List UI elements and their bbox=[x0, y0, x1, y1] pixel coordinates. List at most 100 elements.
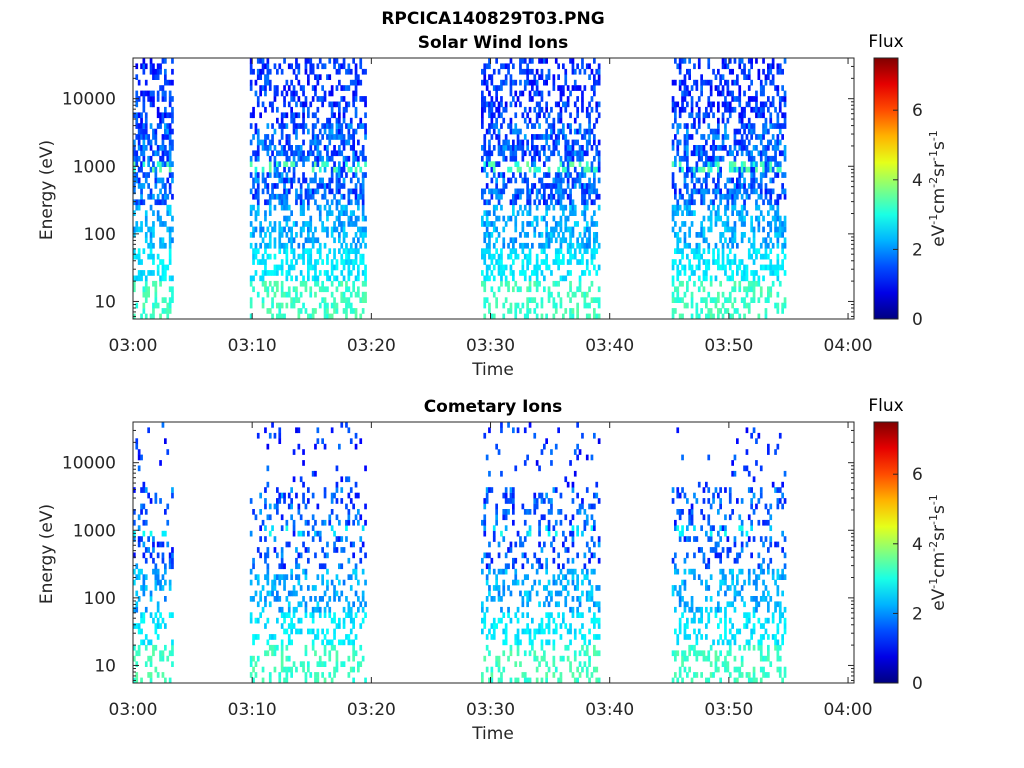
spectrogram-cell bbox=[323, 443, 327, 450]
spectrogram-cell bbox=[161, 672, 165, 678]
panel-cometary: Cometary Ions 03:00 03:10 03:20 03:30 03:40 0… bbox=[37, 396, 949, 744]
spectrogram-cell bbox=[688, 204, 691, 211]
spectrogram-cell bbox=[590, 106, 594, 113]
spectrogram-cell bbox=[678, 155, 682, 162]
spectrogram-cell bbox=[314, 172, 317, 178]
spectrogram-cell bbox=[528, 286, 532, 293]
spectrogram-cell bbox=[347, 509, 351, 515]
spectrogram-cell bbox=[738, 286, 742, 293]
spectrogram-cell bbox=[564, 188, 568, 195]
spectrogram-cell bbox=[309, 259, 313, 265]
spectrogram-cell bbox=[783, 302, 787, 309]
spectrogram-cell bbox=[516, 286, 520, 293]
spectrogram-cell bbox=[507, 242, 510, 249]
spectrogram-cell bbox=[249, 596, 253, 602]
spectrogram-cell bbox=[144, 128, 148, 135]
spectrogram-cell bbox=[573, 177, 577, 184]
spectrogram-cell bbox=[776, 232, 780, 238]
spectrogram-cell bbox=[578, 628, 582, 635]
spectrogram-cell bbox=[516, 161, 520, 167]
spectrogram-cell bbox=[297, 427, 301, 434]
spectrogram-cell bbox=[302, 302, 305, 309]
spectrogram-cell bbox=[147, 492, 150, 499]
spectrogram-cell bbox=[307, 666, 310, 673]
spectrogram-cell bbox=[347, 68, 351, 75]
spectrogram-cell bbox=[597, 541, 601, 548]
spectrogram-cell bbox=[492, 172, 496, 178]
spectrogram-cell bbox=[762, 253, 765, 260]
spectrogram-cell bbox=[278, 226, 282, 233]
spectrogram-cell bbox=[721, 264, 725, 271]
spectrogram-cell bbox=[533, 172, 537, 178]
spectrogram-cell bbox=[747, 150, 751, 157]
spectrogram-cell bbox=[309, 264, 313, 271]
spectrogram-cell bbox=[330, 199, 334, 206]
spectrogram-cell bbox=[364, 112, 367, 119]
spectrogram-cell bbox=[168, 161, 172, 167]
spectrogram-cell bbox=[290, 302, 293, 309]
spectrogram-cell bbox=[259, 242, 262, 249]
spectrogram-cell bbox=[526, 68, 529, 75]
spectrogram-cell bbox=[678, 536, 682, 542]
spectrogram-cell bbox=[287, 541, 291, 548]
spectrogram-cell bbox=[137, 253, 141, 260]
spectrogram-cell bbox=[683, 579, 687, 586]
spectrogram-cell bbox=[314, 199, 317, 206]
spectrogram-cell bbox=[171, 79, 174, 86]
spectrogram-cell bbox=[705, 313, 708, 320]
spectrogram-cell bbox=[347, 199, 351, 206]
spectrogram-cell bbox=[700, 232, 703, 238]
spectrogram-cell bbox=[588, 590, 591, 597]
spectrogram-cell bbox=[299, 188, 303, 195]
spectrogram-cell bbox=[523, 677, 527, 684]
spectrogram-cell bbox=[309, 253, 313, 260]
spectrogram-cell bbox=[702, 166, 706, 173]
spectrogram-cell bbox=[509, 123, 513, 129]
spectrogram-cell bbox=[781, 85, 784, 91]
spectrogram-cell bbox=[283, 492, 286, 499]
spectrogram-cell bbox=[273, 166, 277, 173]
spectrogram-cell bbox=[347, 264, 351, 271]
spectrogram-cell bbox=[144, 509, 148, 515]
spectrogram-cell bbox=[533, 297, 537, 303]
spectrogram-cell bbox=[266, 145, 270, 151]
spectrogram-cell bbox=[266, 443, 270, 450]
spectrogram-cell bbox=[593, 58, 596, 64]
x-tick-label: 03:20 bbox=[347, 336, 396, 356]
spectrogram-cell bbox=[588, 661, 591, 667]
spectrogram-cell bbox=[597, 63, 601, 70]
spectrogram-cell bbox=[137, 568, 141, 575]
spectrogram-cell bbox=[347, 606, 351, 613]
spectrogram-cell bbox=[733, 286, 737, 293]
spectrogram-cell bbox=[354, 172, 358, 178]
spectrogram-cell bbox=[740, 58, 744, 64]
spectrogram-cell bbox=[304, 286, 308, 293]
spectrogram-cell bbox=[280, 661, 284, 667]
spectrogram-cell bbox=[540, 270, 544, 276]
spectrogram-cell bbox=[540, 655, 544, 662]
spectrogram-cell bbox=[264, 498, 267, 504]
spectrogram-cell bbox=[304, 644, 308, 651]
spectrogram-cell bbox=[576, 308, 579, 314]
spectrogram-cell bbox=[738, 63, 742, 70]
spectrogram-cell bbox=[783, 297, 787, 303]
spectrogram-cell bbox=[287, 63, 291, 70]
spectrogram-cell bbox=[516, 644, 520, 651]
spectrogram-cell bbox=[142, 612, 146, 618]
spectrogram-cell bbox=[161, 530, 165, 537]
spectrogram-cell bbox=[681, 79, 684, 86]
spectrogram-cell bbox=[566, 557, 570, 564]
spectrogram-cell bbox=[488, 63, 491, 70]
spectrogram-cell bbox=[276, 574, 279, 580]
spectrogram-cell bbox=[259, 226, 262, 233]
spectrogram-cell bbox=[259, 85, 262, 91]
spectrogram-cell bbox=[571, 481, 575, 488]
spectrogram-cell bbox=[528, 639, 532, 646]
spectrogram-cell bbox=[161, 297, 165, 303]
spectrogram-cell bbox=[321, 519, 324, 526]
spectrogram-cell bbox=[593, 432, 596, 439]
spectrogram-cell bbox=[497, 193, 501, 200]
spectrogram-cell bbox=[569, 297, 572, 303]
spectrogram-cell bbox=[581, 172, 584, 178]
spectrogram-cell bbox=[347, 248, 351, 254]
